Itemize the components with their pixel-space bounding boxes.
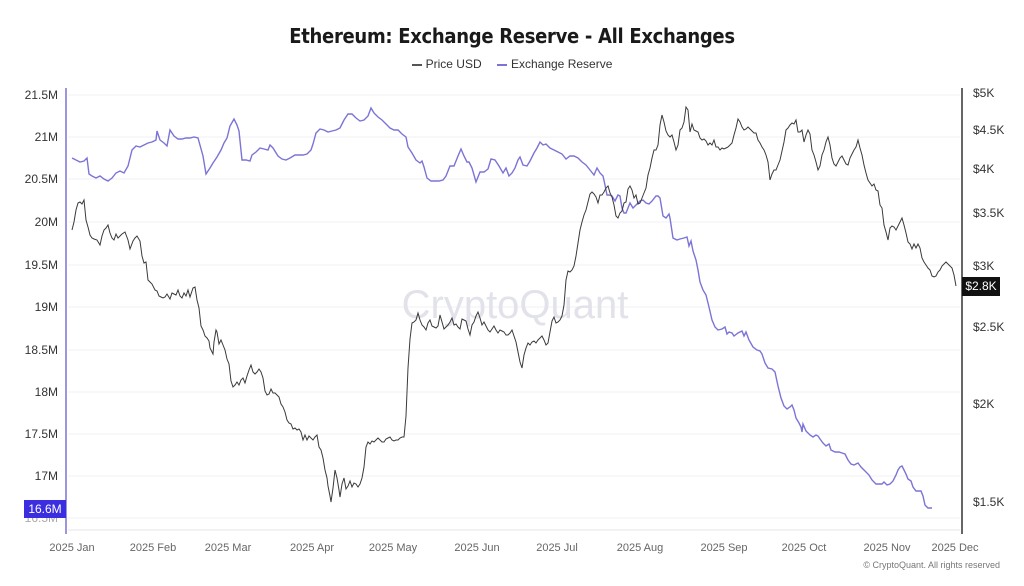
x-tick-mar: 2025 Mar (204, 542, 252, 554)
x-tick-sep: 2025 Sep (700, 542, 748, 554)
x-tick-jun: 2025 Jun (454, 542, 500, 554)
right-tick-2: $4K (973, 162, 995, 176)
right-tick-3: $3.5K (973, 206, 1005, 220)
right-tick-1: $4.5K (973, 123, 1005, 137)
copyright-notice: © CryptoQuant. All rights reserved (863, 560, 1000, 570)
price-swatch-icon (411, 63, 422, 66)
x-tick-oct: 2025 Oct (781, 542, 827, 554)
x-tick-dec: 2025 Dec (931, 542, 979, 554)
x-tick-nov: 2025 Nov (863, 542, 911, 554)
x-tick-apr: 2025 Apr (289, 542, 335, 554)
left-tick-9: 17M (34, 469, 58, 483)
left-tick-5: 19M (34, 300, 58, 314)
left-current-value-badge: 16.6M (24, 500, 66, 518)
right-current-value-badge: $2.8K (962, 277, 1000, 296)
x-tick-may: 2025 May (368, 542, 418, 554)
watermark: CryptoQuant (402, 283, 629, 327)
chart-legend: Price USD Exchange Reserve (0, 57, 1024, 71)
right-tick-5: $2.5K (973, 320, 1005, 334)
legend-item-reserve[interactable]: Exchange Reserve (496, 57, 613, 71)
left-tick-4: 19.5M (24, 258, 58, 272)
left-tick-3: 20M (34, 215, 58, 229)
gridlines (68, 94, 960, 519)
x-tick-jan: 2025 Jan (49, 542, 95, 554)
right-tick-4: $3K (973, 259, 995, 273)
left-tick-2: 20.5M (24, 172, 58, 186)
left-tick-6: 18.5M (24, 343, 58, 357)
right-tick-7: $1.5K (973, 495, 1005, 509)
left-tick-0: 21.5M (24, 88, 58, 102)
right-tick-6: $2K (973, 397, 995, 411)
left-tick-8: 17.5M (24, 427, 58, 441)
legend-item-price[interactable]: Price USD (411, 57, 482, 71)
x-tick-jul: 2025 Jul (536, 542, 578, 554)
reserve-line (71, 106, 932, 509)
left-tick-1: 21M (34, 130, 58, 144)
legend-label-reserve: Exchange Reserve (510, 57, 613, 71)
right-tick-0: $5K (973, 86, 995, 100)
price-line (71, 105, 957, 503)
chart-title: Ethereum: Exchange Reserve - All Exchang… (289, 24, 735, 48)
reserve-swatch-icon (496, 63, 507, 66)
legend-label-price: Price USD (425, 57, 482, 71)
x-tick-feb: 2025 Feb (129, 542, 177, 554)
left-tick-7: 18M (34, 385, 58, 399)
x-tick-aug: 2025 Aug (616, 542, 664, 554)
